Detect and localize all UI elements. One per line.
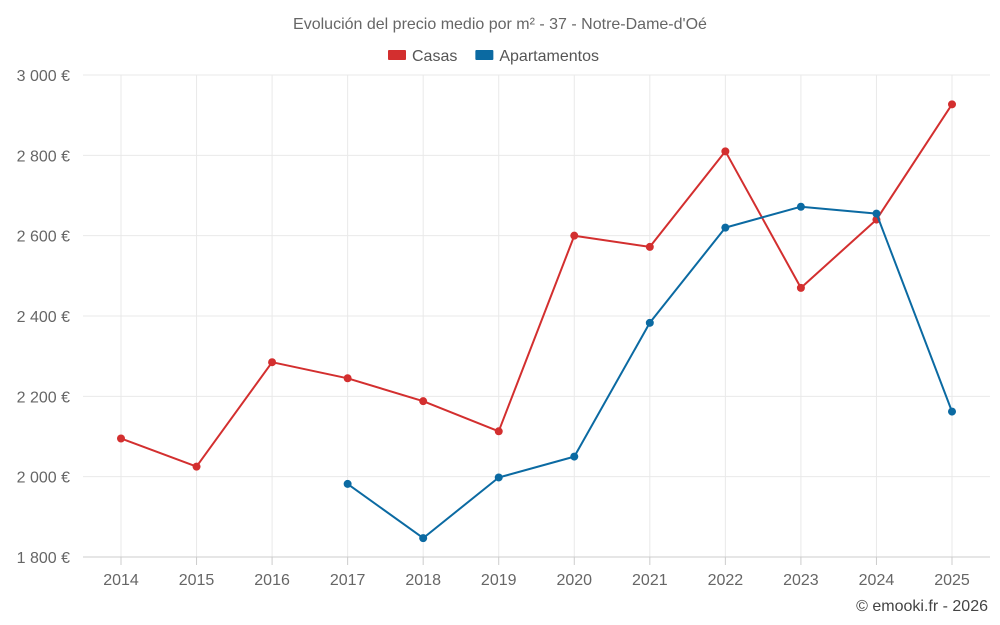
data-point-apartamentos[interactable] [721,223,730,232]
data-point-casas[interactable] [192,462,201,471]
data-point-apartamentos[interactable] [570,452,579,461]
series-layer [117,100,956,543]
x-tick-label: 2016 [254,572,290,589]
grid-lines [83,74,990,557]
legend-label: Apartamentos [499,48,599,65]
x-tick-label: 2024 [859,572,895,589]
x-tick-label: 2020 [556,572,592,589]
data-point-casas[interactable] [570,231,579,240]
legend[interactable]: Casas Apartamentos [388,48,599,65]
series-casas [117,100,956,471]
legend-swatch [475,50,494,60]
y-tick-label: 2 200 € [17,389,70,406]
y-tick-label: 1 800 € [17,550,70,567]
legend-label: Casas [412,48,457,65]
legend-swatch [388,50,406,60]
data-point-apartamentos[interactable] [948,407,956,416]
data-point-casas[interactable] [343,374,352,383]
data-point-apartamentos[interactable] [796,202,805,211]
x-tick-label: 2022 [708,572,744,589]
data-point-casas[interactable] [721,147,730,156]
y-tick-label: 2 800 € [17,148,70,165]
data-point-casas[interactable] [796,283,805,292]
data-point-casas[interactable] [494,427,503,436]
x-tick-label: 2017 [330,572,366,589]
data-point-apartamentos[interactable] [645,318,654,327]
x-tick-label: 2014 [103,572,139,589]
x-tick-label: 2023 [783,572,819,589]
data-point-casas[interactable] [117,434,125,443]
data-point-apartamentos[interactable] [343,479,352,488]
credit-text: © emooki.fr - 2026 [856,598,988,615]
chart-title: Evolución del precio medio por m² - 37 -… [293,16,707,33]
x-tick-label: 2019 [481,572,517,589]
y-tick-label: 2 600 € [17,229,70,246]
data-point-apartamentos[interactable] [494,473,503,482]
series-apartamentos [343,202,956,543]
data-point-apartamentos[interactable] [872,209,881,218]
x-tick-label: 2018 [405,572,441,589]
y-tick-label: 3 000 € [17,68,70,85]
axes: 1 800 € 2 000 € 2 200 € 2 400 € 2 600 € 2 800… [17,68,990,589]
y-tick-label: 2 000 € [17,470,70,487]
x-tick-label: 2021 [632,572,668,589]
x-tick-label: 2025 [934,572,970,589]
data-point-apartamentos[interactable] [419,534,428,543]
y-tick-label: 2 400 € [17,309,70,326]
legend-item-apartamentos[interactable]: Apartamentos [475,48,599,65]
series-line-casas [120,103,953,468]
x-tick-label: 2015 [179,572,215,589]
data-point-casas[interactable] [948,100,956,109]
data-point-casas[interactable] [419,397,428,406]
data-point-casas[interactable] [268,358,277,367]
legend-item-casas[interactable]: Casas [388,48,457,65]
data-point-casas[interactable] [645,242,654,251]
